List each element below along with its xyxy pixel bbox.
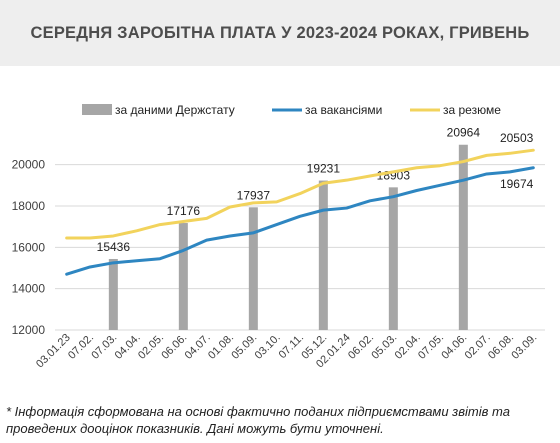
x-tick-label: 07.03. [89, 332, 119, 362]
chart-title-bar: СЕРЕДНЯ ЗАРОБІТНА ПЛАТА У 2023-2024 РОКА… [0, 0, 560, 66]
bar-derzhstat [318, 180, 328, 330]
bar-derzhstat [388, 187, 398, 330]
x-tick-label: 07.05. [416, 332, 446, 362]
bar-data-label: 19231 [307, 162, 341, 176]
x-tick-label: 02.04. [393, 332, 423, 362]
x-tick-label: 06.02. [346, 332, 376, 362]
x-tick-label: 05.03. [369, 332, 399, 362]
x-tick-label: 06.06. [159, 332, 189, 362]
y-tick-label: 14000 [12, 282, 46, 296]
x-tick-label: 04.04. [113, 332, 143, 362]
y-tick-label: 12000 [12, 323, 46, 337]
legend-label-derzhstat: за даними Держстату [115, 103, 235, 117]
series-end-label: 19674 [500, 177, 534, 191]
legend-swatch-derzhstat [82, 104, 112, 115]
x-tick-label: 01.08. [206, 332, 236, 362]
x-tick-label: 02.05. [136, 332, 166, 362]
bar-data-label: 17937 [237, 188, 271, 202]
x-tick-label: 06.08. [486, 332, 516, 362]
x-tick-label: 02.07. [463, 332, 493, 362]
bar-derzhstat [178, 223, 188, 330]
series-end-label: 20503 [500, 131, 534, 145]
x-tick-label: 03.10. [253, 332, 283, 362]
bar-derzhstat [458, 144, 468, 330]
bar-derzhstat [248, 207, 258, 330]
y-tick-label: 18000 [12, 199, 46, 213]
x-tick-label: 04.06. [439, 332, 469, 362]
bar-data-label: 15436 [97, 240, 131, 254]
bar-derzhstat [108, 258, 118, 330]
x-tick-label: 03.09. [509, 332, 539, 362]
salary-chart: 120001400016000180002000003.01.2307.02.0… [12, 103, 545, 370]
y-tick-label: 16000 [12, 240, 46, 254]
x-tick-label: 07.02. [66, 332, 96, 362]
x-tick-label: 04.07. [183, 332, 213, 362]
legend-label-vacancies: за вакансіями [305, 103, 382, 117]
footnote: * Інформація сформована на основі фактич… [6, 404, 510, 436]
y-tick-label: 20000 [12, 158, 46, 172]
x-tick-label: 05.09. [229, 332, 259, 362]
line-resume [65, 148, 535, 240]
bar-data-label: 17176 [167, 204, 201, 218]
legend-label-resume: за резюме [443, 103, 501, 117]
bar-data-label: 20964 [447, 126, 481, 140]
chart-title: СЕРЕДНЯ ЗАРОБІТНА ПЛАТА У 2023-2024 РОКА… [30, 23, 530, 42]
line-vacancies [65, 166, 535, 276]
